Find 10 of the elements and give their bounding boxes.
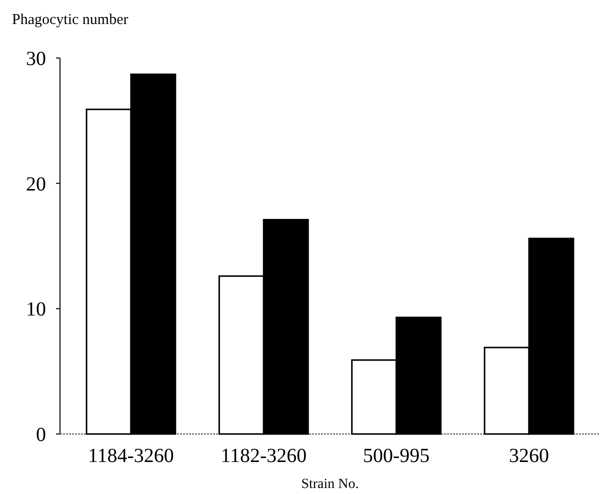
x-tick-label: 3260	[509, 445, 550, 467]
x-axis-title: Strain No.	[301, 477, 359, 492]
x-tick-label: 500-995	[363, 445, 430, 467]
y-tick-label: 10	[26, 298, 46, 321]
y-tick-label: 20	[26, 173, 46, 196]
x-tick-label: 1184-3260	[88, 445, 174, 467]
y-tick-label: 0	[36, 424, 46, 446]
x-tick-label: 1182-3260	[220, 445, 307, 467]
y-tick-label: 30	[26, 48, 46, 70]
y-axis-title: Phagocytic number	[12, 12, 128, 28]
